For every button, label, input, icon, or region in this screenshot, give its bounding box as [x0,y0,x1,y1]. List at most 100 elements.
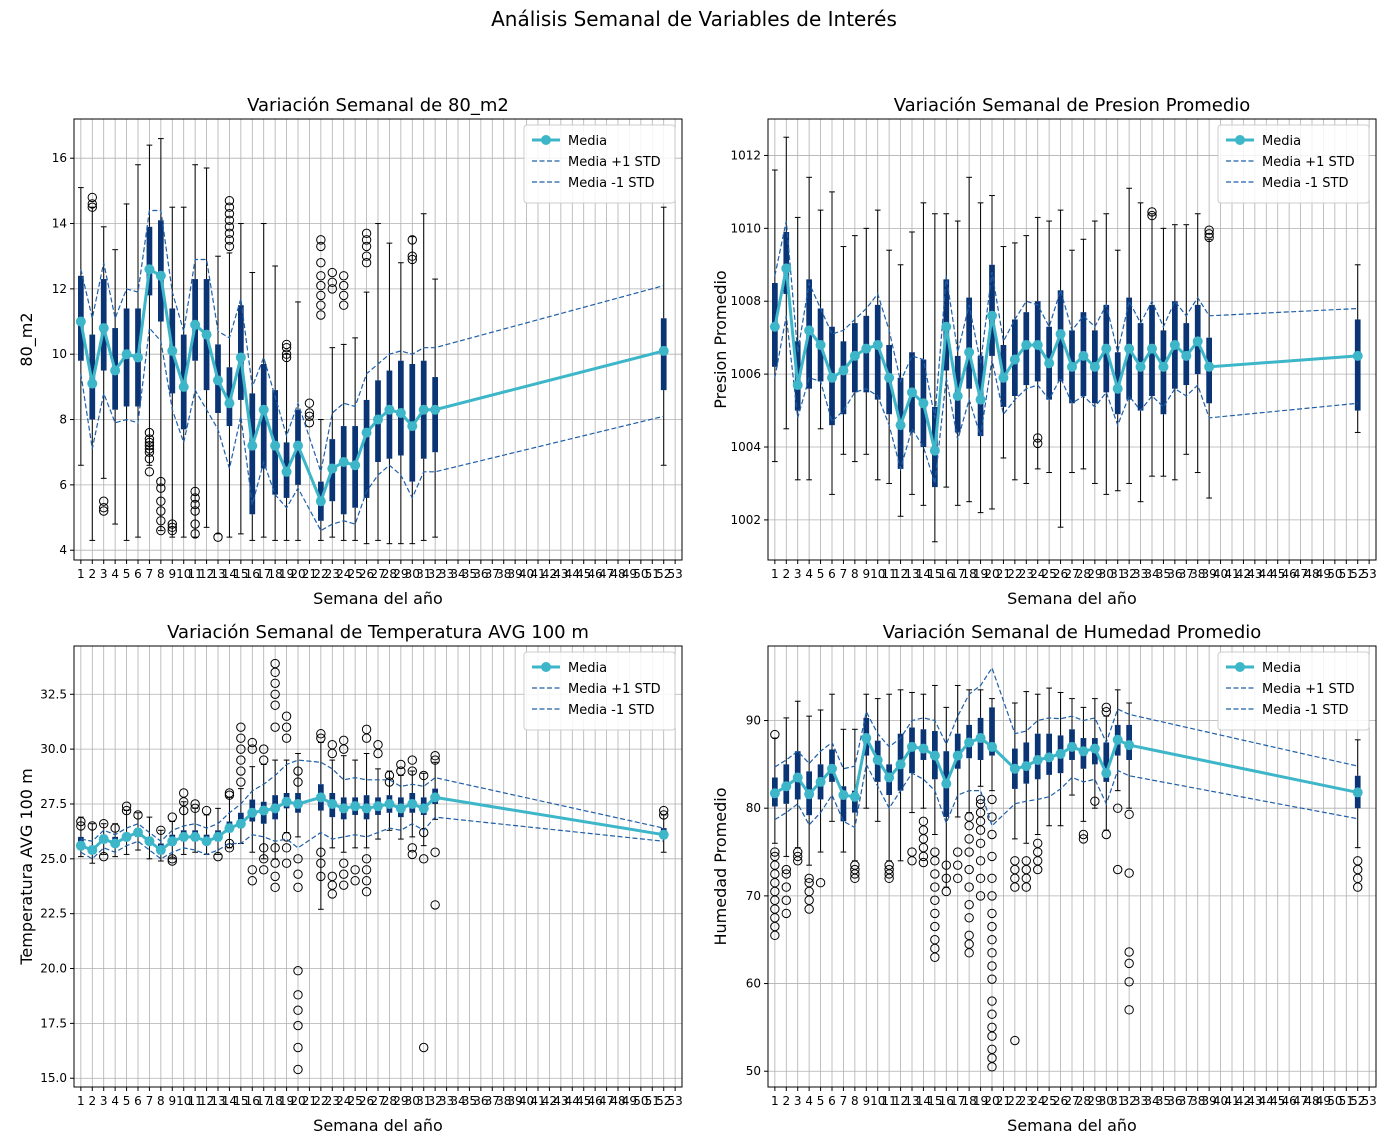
x-tick-label: 22 [313,567,328,581]
outlier-point [964,930,974,941]
x-tick-label: 48 [610,1094,625,1108]
x-tick-label: 45 [1270,1094,1285,1108]
mean-point [258,805,269,816]
outlier-point [121,801,132,811]
mean-point [815,776,826,787]
outlier-point [964,882,974,892]
mean-point [1044,752,1055,763]
outlier-point [236,755,246,765]
x-tick-label: 3 [100,567,108,581]
y-tick-label: 12 [52,282,67,296]
legend: Media Media +1 STD Media -1 STD [523,124,676,204]
mean-point [1009,354,1020,365]
outlier-point [316,858,326,868]
x-tick-label: 50 [633,1094,648,1108]
x-tick-label: 47 [1293,1094,1308,1108]
outlier-point [236,744,246,754]
box [1354,319,1361,411]
outlier-point [1147,207,1157,217]
outlier-point [270,689,280,699]
y-tick-label: 30.0 [40,742,67,756]
outlier-point [964,864,974,875]
mean-point [293,440,303,451]
x-tick-label: 14 [222,1094,237,1108]
mean-point [1021,339,1032,350]
outlier-point [975,873,986,884]
outlier-point [793,851,803,862]
outlier-point [781,895,791,905]
outlier-point [316,729,326,739]
plot-area [75,138,669,545]
outlier-point [316,847,326,857]
outlier-point [396,759,406,770]
x-axis-label: Semana del año [1007,589,1137,608]
outlier-point [659,810,669,820]
outlier-point [987,851,997,862]
outlier-point [293,1005,303,1015]
mean-point [361,427,372,438]
outlier-point [396,766,406,776]
figure-title: Análisis Semanal de Variables de Interés [491,7,897,31]
outlier-point [975,799,986,809]
outlier-point [987,948,997,958]
legend-mean-marker [1235,662,1245,672]
outlier-point [407,235,417,245]
outlier-point [1090,796,1100,806]
x-tick-label: 8 [851,567,859,581]
mean-point [87,378,98,389]
outlier-point [144,454,155,464]
mean-point [1147,343,1157,354]
outlier-point [339,271,349,281]
x-tick-label: 25 [1042,567,1057,581]
outlier-point [247,744,257,754]
mean-point [1112,383,1123,394]
outlier-point [293,1020,303,1031]
x-tick-label: 40 [519,567,534,581]
outlier-point [793,847,803,857]
outlier-point [1124,809,1134,820]
mean-point [781,781,792,792]
mean-point [1352,787,1363,798]
outlier-point [987,891,997,901]
mean-point [213,831,223,842]
mean-point [941,321,952,332]
box [966,297,972,389]
outlier-point [201,805,212,816]
mean-point [918,398,929,409]
outlier-point [361,865,372,875]
y-tick-label: 80 [746,801,761,815]
mean-point [110,365,121,376]
x-tick-label: 35 [462,567,477,581]
x-tick-label: 41 [530,567,545,581]
legend-std-plus-label: Media +1 STD [1262,682,1355,697]
legend: Media Media +1 STD Media -1 STD [1217,651,1370,731]
outlier-point [430,755,440,765]
x-tick-label: 53 [1362,567,1377,581]
x-tick-label: 35 [1156,1094,1171,1108]
mean-point [907,387,917,398]
x-tick-label: 27 [1064,567,1079,581]
mean-point [827,372,837,383]
x-tick-label: 16 [939,567,954,581]
legend-mean-marker [541,135,551,145]
plot-area [769,136,1363,543]
x-tick-label: 25 [348,1094,363,1108]
legend-frame [1217,651,1370,731]
x-tick-label: 5 [817,567,825,581]
outlier-point [361,876,372,886]
x-tick-label: 4 [111,1094,119,1108]
outlier-point [941,886,951,897]
x-tick-label: 25 [1042,1094,1057,1108]
outlier-point [907,847,917,857]
outlier-point [316,733,326,743]
outlier-point [87,821,97,831]
outlier-point [224,215,235,225]
x-tick-label: 35 [1156,567,1171,581]
mean-point [1169,339,1180,350]
outlier-point [224,790,235,800]
y-tick-label: 32.5 [40,687,67,701]
outlier-point [144,434,155,444]
outlier-point [804,878,814,888]
x-tick-label: 6 [134,1094,142,1108]
mean-point [350,801,361,812]
